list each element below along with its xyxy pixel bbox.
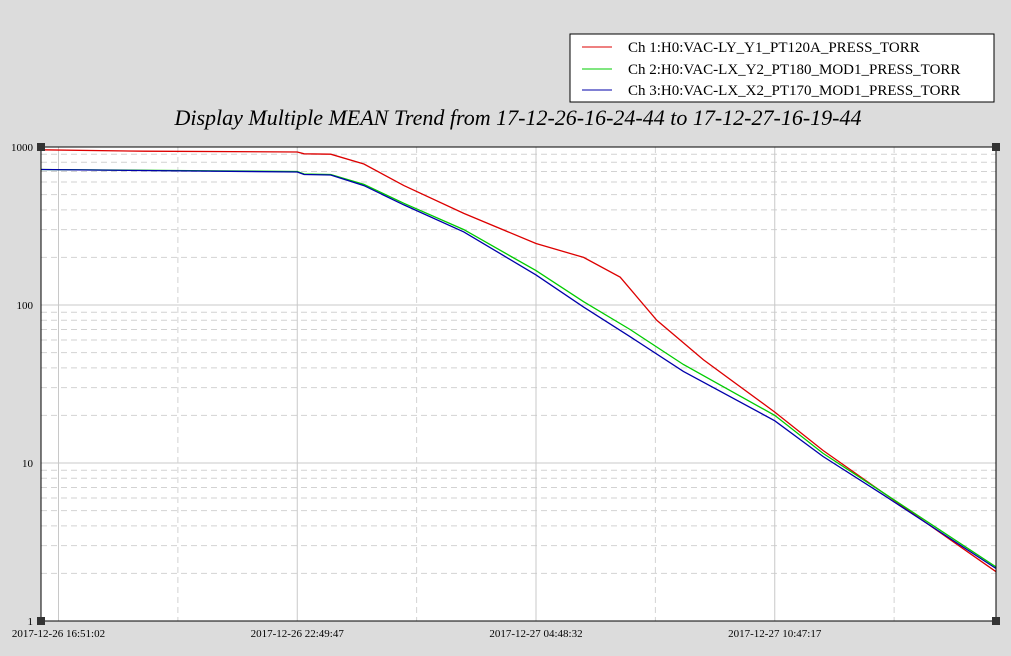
corner-handle-top-right[interactable]: [992, 143, 1000, 151]
series-line-ch3: [40, 168, 997, 570]
y-tick-label: 1: [28, 616, 34, 628]
x-tick-label: 2017-12-26 22:49:47: [251, 628, 345, 640]
legend-box: [569, 33, 995, 103]
plot-area: [41, 147, 996, 621]
chart-title: Display Multiple MEAN Trend from 17-12-2…: [173, 105, 861, 130]
x-axis-ticks: 2017-12-26 16:51:02 2017-12-26 22:49:47 20…: [12, 628, 822, 640]
series-lines: [40, 149, 997, 573]
legend-label-ch1: Ch 1:H0:VAC-LY_Y1_PT120A_PRESS_TORR: [628, 40, 920, 56]
corner-handle-top-left[interactable]: [37, 143, 45, 151]
corner-handle-bottom-right[interactable]: [992, 617, 1000, 625]
legend-label-ch3: Ch 3:H0:VAC-LX_X2_PT170_MOD1_PRESS_TORR: [628, 83, 960, 99]
y-axis-ticks: 1000 100 10 1: [11, 142, 34, 628]
y-tick-label: 1000: [11, 142, 34, 154]
series-line-ch1: [40, 149, 997, 573]
x-tick-label: 2017-12-26 16:51:02: [12, 628, 105, 640]
x-tick-label: 2017-12-27 04:48:32: [489, 628, 582, 640]
y-tick-label: 10: [22, 458, 34, 470]
x-tick-label: 2017-12-27 10:47:17: [728, 628, 822, 640]
plot-frame: [40, 146, 997, 622]
corner-handle-bottom-left[interactable]: [37, 617, 45, 625]
y-tick-label: 100: [17, 300, 34, 312]
legend-label-ch2: Ch 2:H0:VAC-LX_Y2_PT180_MOD1_PRESS_TORR: [628, 62, 960, 78]
legend: Ch 1:H0:VAC-LY_Y1_PT120A_PRESS_TORR Ch 2…: [569, 33, 995, 103]
